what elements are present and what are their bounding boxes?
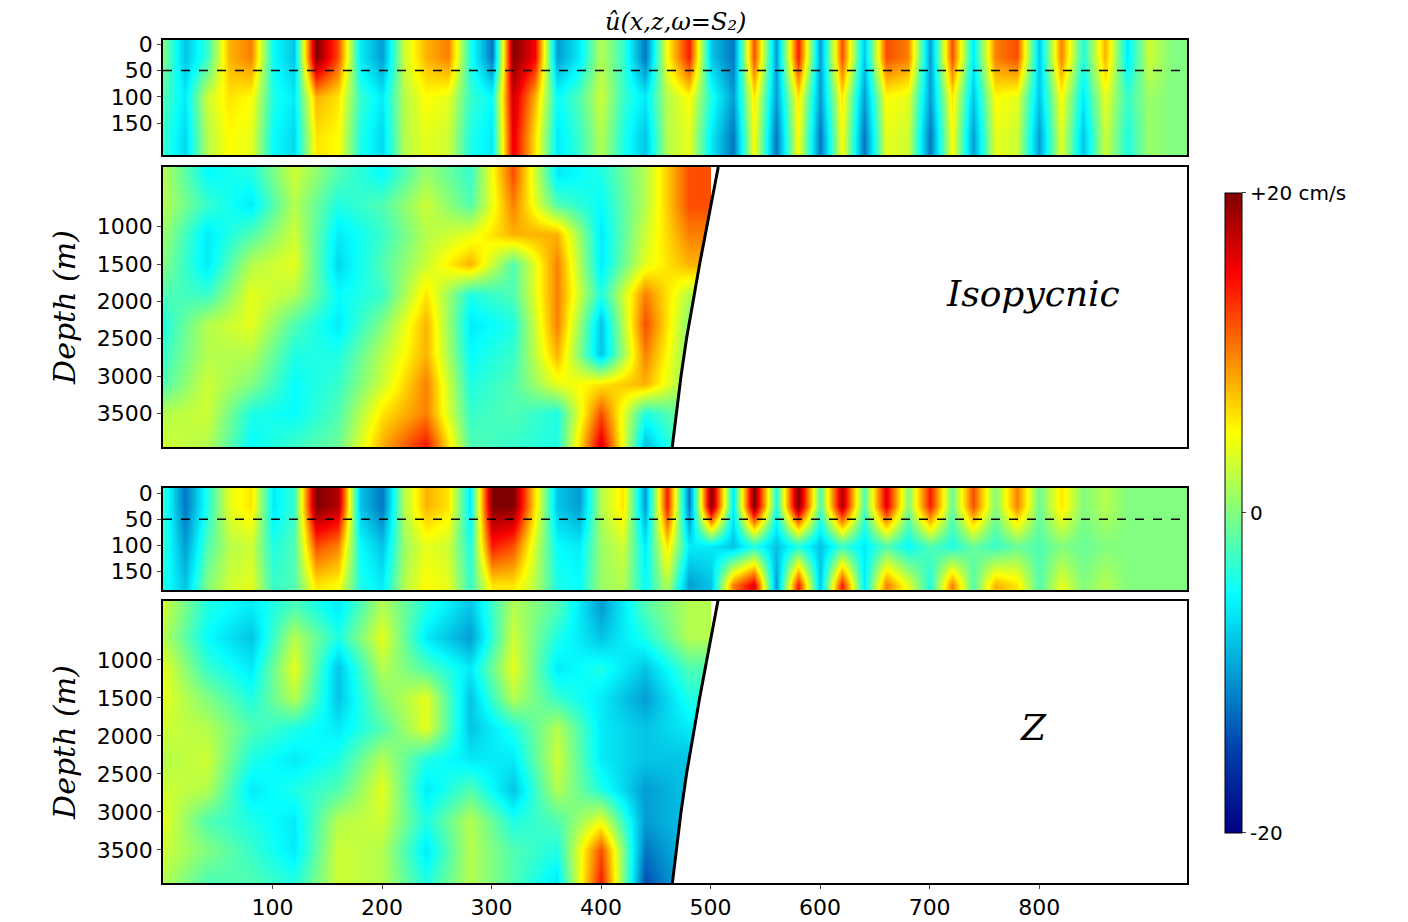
svg-text:600: 600 — [799, 895, 841, 920]
svg-text:1000: 1000 — [97, 648, 153, 673]
svg-text:150: 150 — [111, 111, 153, 136]
svg-text:2500: 2500 — [97, 762, 153, 787]
svg-text:Depth (m): Depth (m) — [47, 665, 82, 820]
svg-text:1000: 1000 — [97, 214, 153, 239]
svg-text:400: 400 — [580, 895, 622, 920]
svg-text:+20 cm/s: +20 cm/s — [1250, 181, 1346, 205]
svg-text:100: 100 — [111, 533, 153, 558]
svg-text:3000: 3000 — [97, 800, 153, 825]
svg-text:700: 700 — [909, 895, 951, 920]
svg-text:2500: 2500 — [97, 326, 153, 351]
svg-text:50: 50 — [125, 58, 153, 83]
svg-text:2000: 2000 — [97, 289, 153, 314]
svg-text:Isopycnic: Isopycnic — [946, 273, 1120, 314]
svg-text:3500: 3500 — [97, 401, 153, 426]
svg-text:50: 50 — [125, 507, 153, 532]
svg-text:2000: 2000 — [97, 724, 153, 749]
svg-text:100: 100 — [111, 85, 153, 110]
svg-text:300: 300 — [471, 895, 513, 920]
svg-text:Z: Z — [1020, 707, 1047, 748]
svg-text:0: 0 — [139, 481, 153, 506]
svg-text:500: 500 — [690, 895, 732, 920]
svg-text:û(x,z,ω=S₂): û(x,z,ω=S₂) — [605, 8, 746, 36]
svg-text:0: 0 — [1250, 501, 1263, 525]
svg-text:200: 200 — [361, 895, 403, 920]
svg-text:800: 800 — [1018, 895, 1060, 920]
svg-text:1500: 1500 — [97, 252, 153, 277]
svg-text:1500: 1500 — [97, 686, 153, 711]
svg-text:100: 100 — [252, 895, 294, 920]
svg-text:-20: -20 — [1250, 821, 1283, 845]
svg-text:150: 150 — [111, 559, 153, 584]
svg-text:Depth (m): Depth (m) — [47, 230, 82, 385]
svg-text:3500: 3500 — [97, 838, 153, 863]
svg-text:0: 0 — [139, 32, 153, 57]
svg-text:3000: 3000 — [97, 364, 153, 389]
